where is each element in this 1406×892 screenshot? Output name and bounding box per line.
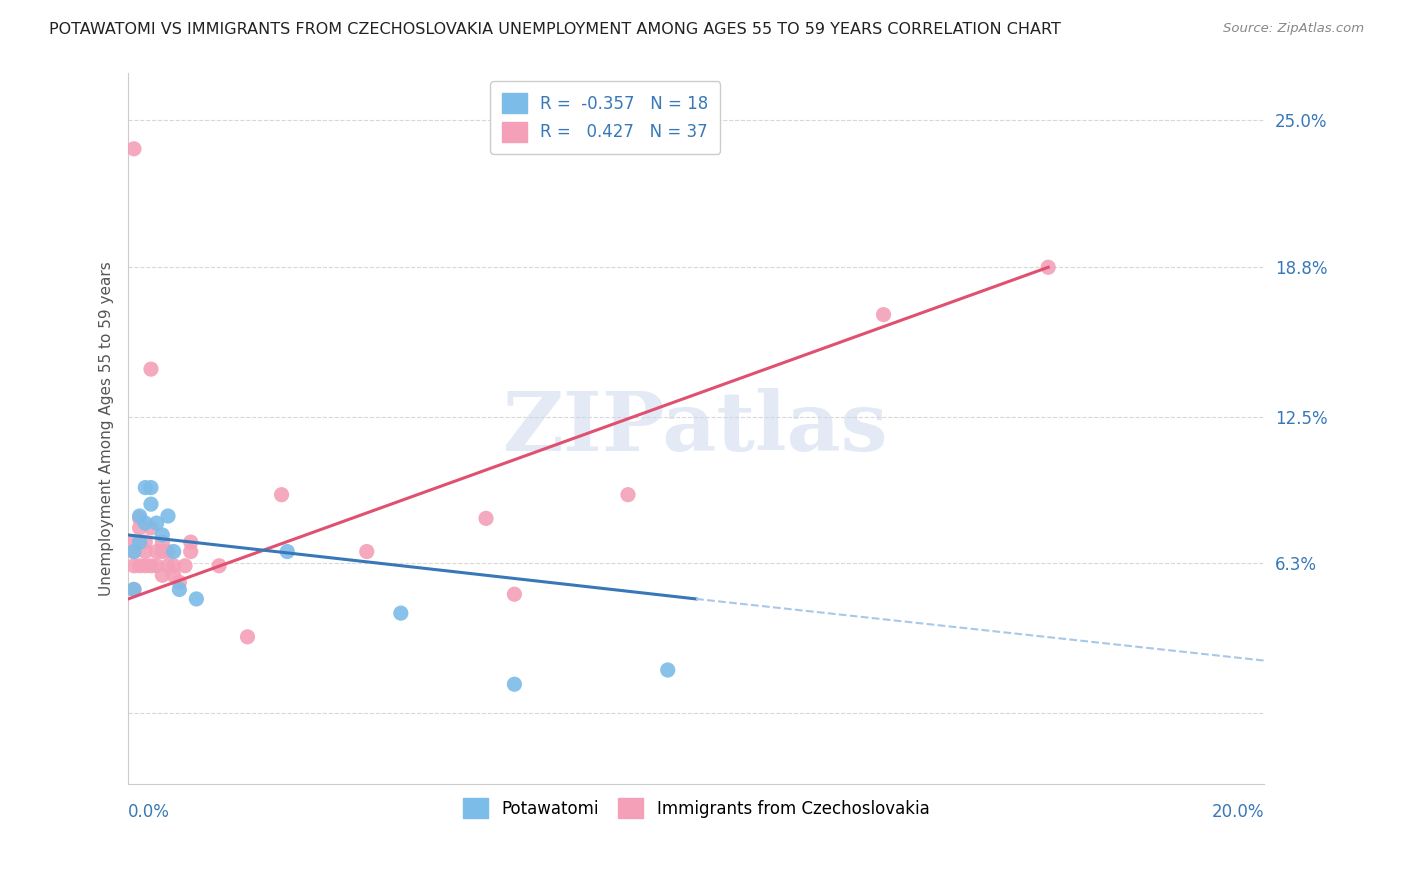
Point — [122, 582, 145, 597]
Text: POTAWATOMI VS IMMIGRANTS FROM CZECHOSLOVAKIA UNEMPLOYMENT AMONG AGES 55 TO 59 YE: POTAWATOMI VS IMMIGRANTS FROM CZECHOSLOV… — [49, 22, 1062, 37]
Point — [150, 544, 173, 558]
Point — [475, 511, 498, 525]
Point — [122, 558, 145, 573]
Point — [356, 544, 378, 558]
Point — [139, 362, 162, 376]
Point — [128, 508, 150, 523]
Point — [503, 677, 526, 691]
Point — [122, 544, 145, 558]
Point — [122, 535, 145, 549]
Y-axis label: Unemployment Among Ages 55 to 59 years: Unemployment Among Ages 55 to 59 years — [100, 261, 114, 596]
Point — [139, 497, 162, 511]
Text: ZIPatlas: ZIPatlas — [503, 388, 889, 468]
Text: 20.0%: 20.0% — [1212, 803, 1264, 821]
Point — [389, 606, 412, 620]
Point — [163, 558, 186, 573]
Point — [270, 488, 292, 502]
Point — [174, 558, 197, 573]
Point — [128, 535, 150, 549]
Point — [208, 558, 231, 573]
Point — [180, 535, 202, 549]
Point — [128, 521, 150, 535]
Point — [150, 535, 173, 549]
Point — [128, 558, 150, 573]
Point — [186, 591, 208, 606]
Point — [617, 488, 640, 502]
Text: Source: ZipAtlas.com: Source: ZipAtlas.com — [1223, 22, 1364, 36]
Point — [145, 558, 167, 573]
Point — [150, 568, 173, 582]
Point — [169, 582, 191, 597]
Point — [156, 558, 179, 573]
Point — [156, 508, 179, 523]
Point — [134, 516, 156, 530]
Point — [145, 516, 167, 530]
Point — [134, 558, 156, 573]
Point — [139, 521, 162, 535]
Point — [145, 544, 167, 558]
Legend: Potawatomi, Immigrants from Czechoslovakia: Potawatomi, Immigrants from Czechoslovak… — [456, 791, 936, 825]
Point — [872, 308, 894, 322]
Point — [139, 481, 162, 495]
Point — [169, 575, 191, 590]
Point — [128, 535, 150, 549]
Point — [122, 142, 145, 156]
Point — [236, 630, 259, 644]
Text: 0.0%: 0.0% — [128, 803, 170, 821]
Point — [276, 544, 298, 558]
Point — [156, 544, 179, 558]
Point — [122, 582, 145, 597]
Point — [163, 544, 186, 558]
Point — [657, 663, 679, 677]
Point — [128, 511, 150, 525]
Point — [134, 481, 156, 495]
Point — [1038, 260, 1060, 275]
Point — [139, 558, 162, 573]
Point — [134, 544, 156, 558]
Point — [122, 544, 145, 558]
Point — [503, 587, 526, 601]
Point — [134, 535, 156, 549]
Point — [150, 528, 173, 542]
Point — [180, 544, 202, 558]
Point — [163, 568, 186, 582]
